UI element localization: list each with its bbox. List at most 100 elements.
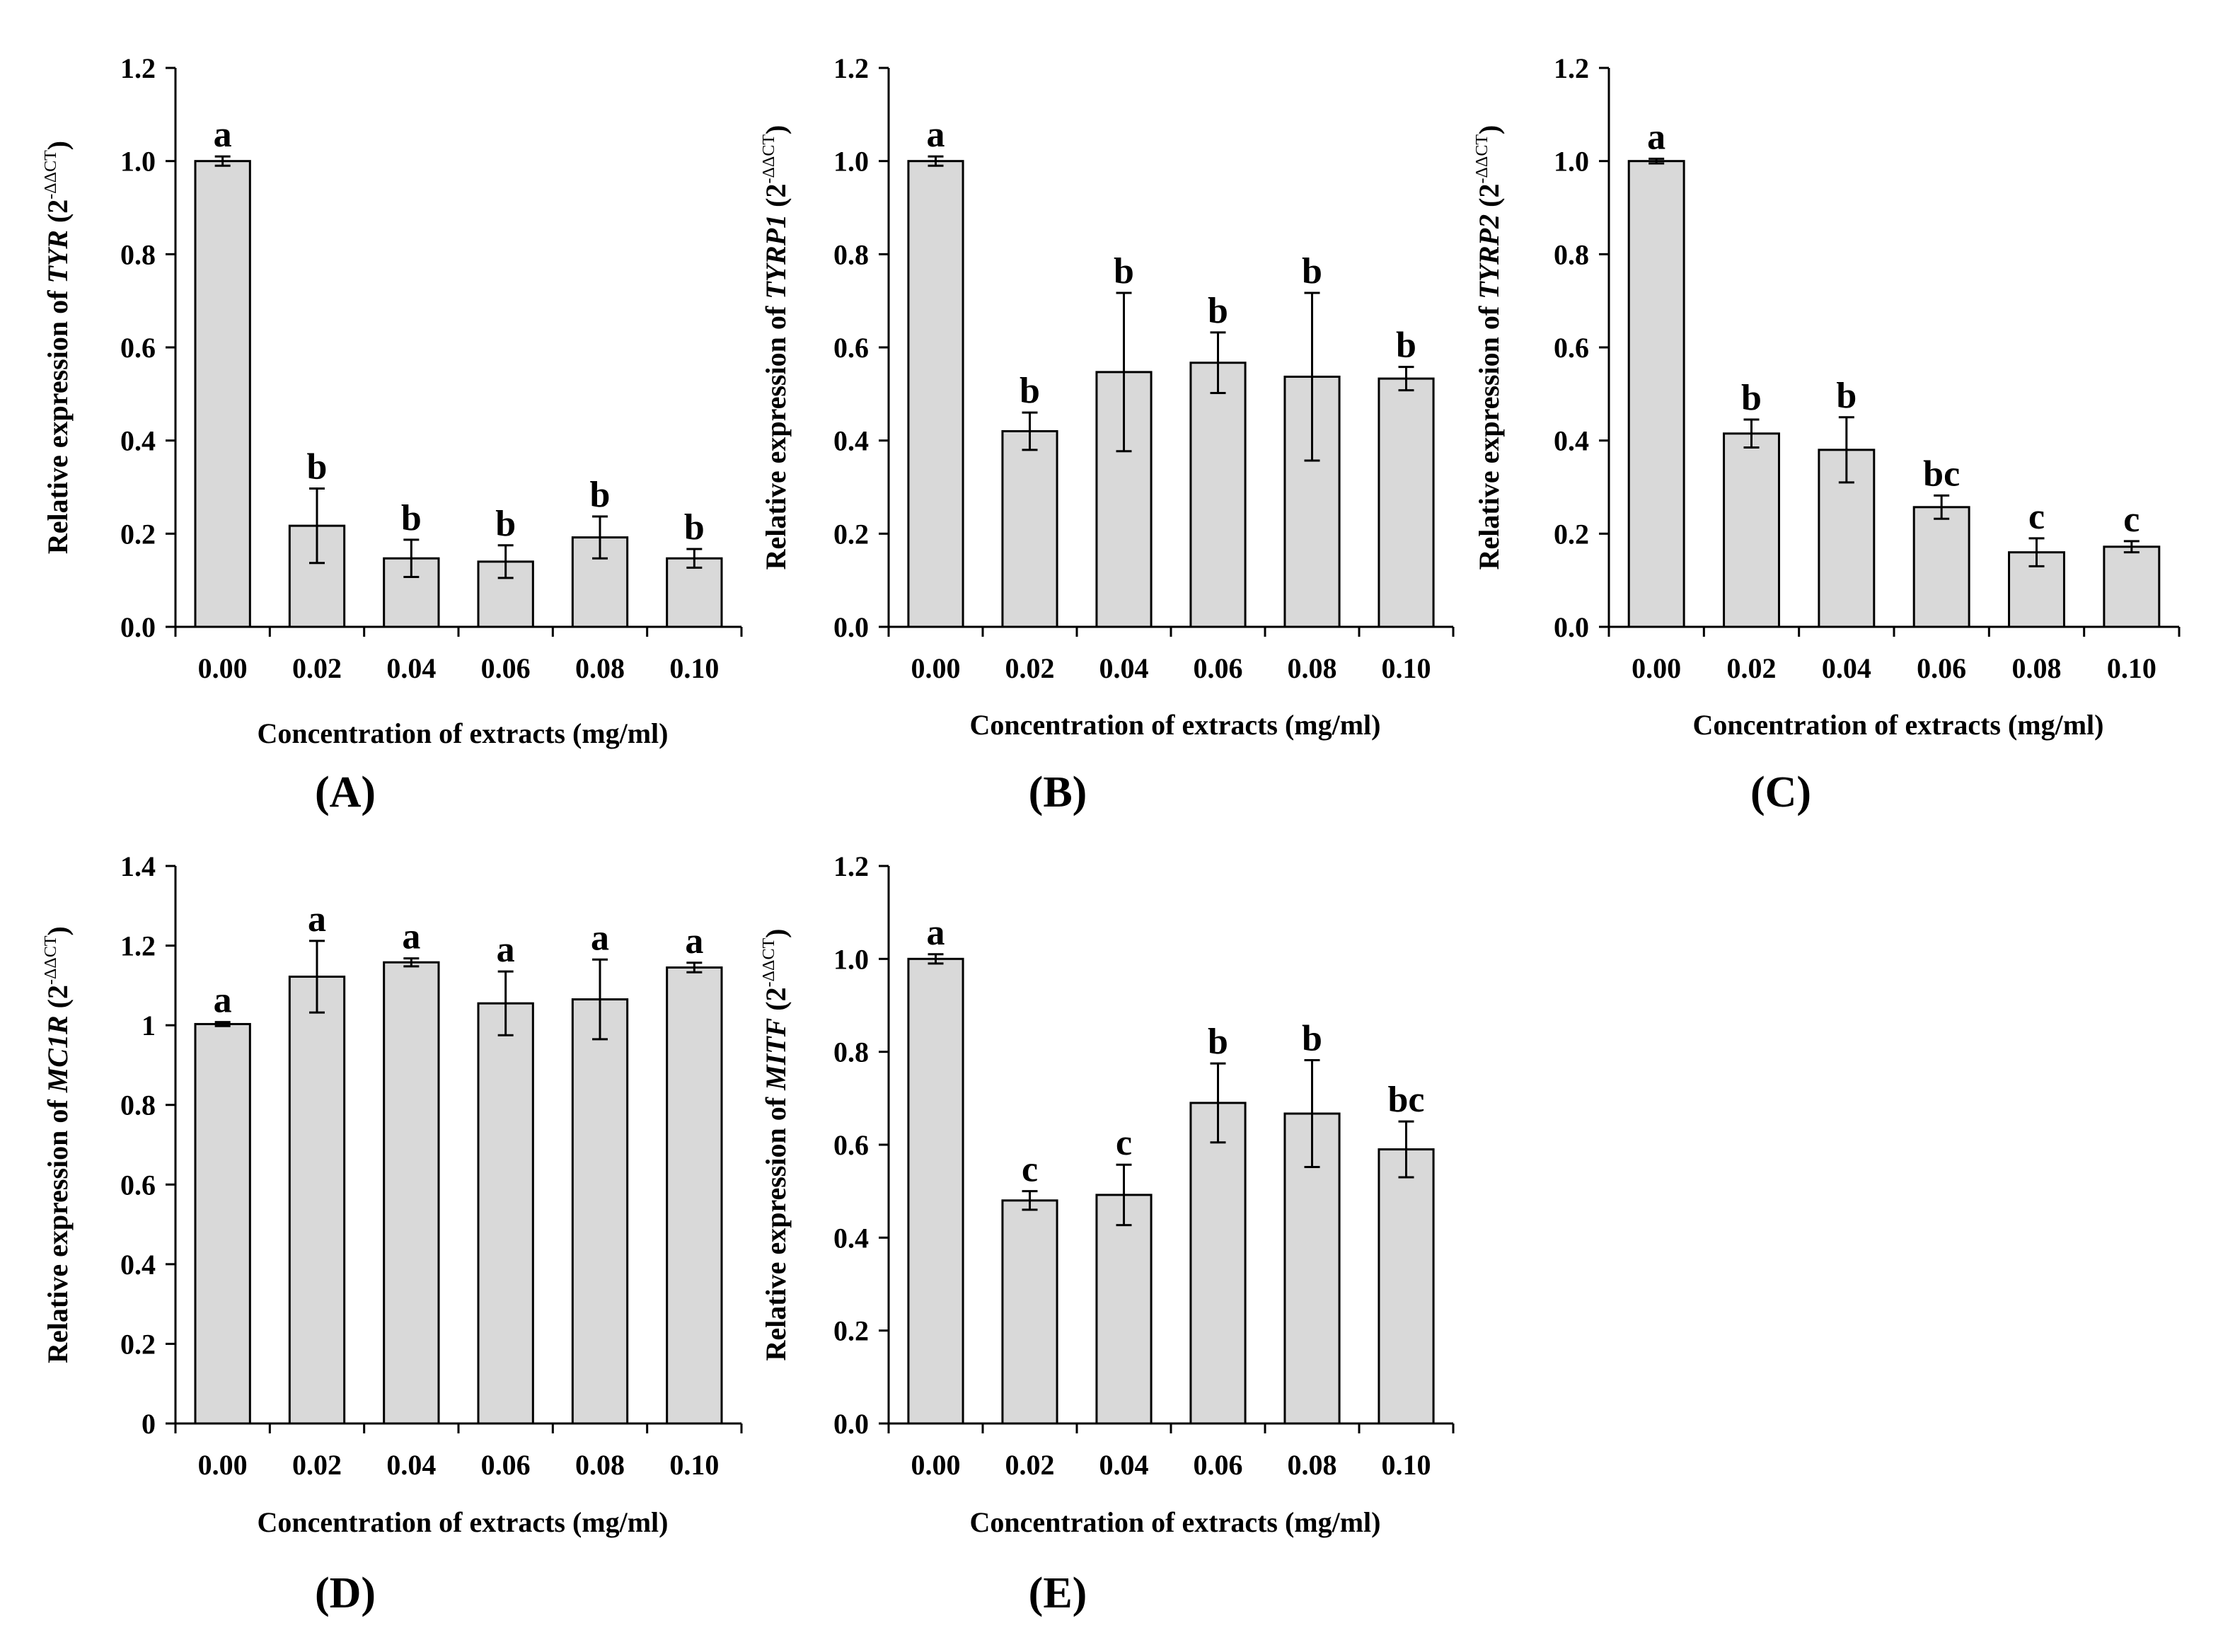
x-tick-label: 0.08 <box>575 652 625 684</box>
y-tick-label: 0.2 <box>1554 518 1589 550</box>
y-axis-label-superscript: -ΔΔCT <box>1473 134 1491 184</box>
y-tick-label: 0.6 <box>833 332 869 364</box>
bar-0.00 <box>194 160 251 628</box>
significance-letter: c <box>2028 497 2045 537</box>
y-tick-label: 0.0 <box>1554 611 1589 643</box>
bar-0.00 <box>1627 160 1685 628</box>
x-tick-label: 0.04 <box>386 1449 436 1481</box>
x-tick-label: 0.02 <box>1005 1449 1055 1481</box>
x-tick-label: 0.10 <box>1382 652 1431 684</box>
significance-letter: b <box>590 475 611 515</box>
x-tick-label: 0.02 <box>1005 652 1055 684</box>
y-tick-label: 0.8 <box>833 1036 869 1068</box>
y-axis-label-superscript: -ΔΔCT <box>760 938 778 988</box>
significance-letter: b <box>495 504 516 544</box>
y-tick-label: 1.4 <box>120 850 156 882</box>
panel-label: (D) <box>315 1569 376 1617</box>
significance-letter: a <box>497 930 515 970</box>
x-tick-label: 0.00 <box>911 1449 961 1481</box>
y-tick-label: 0.4 <box>1554 425 1589 457</box>
x-tick-label: 0.00 <box>198 652 248 684</box>
x-tick-label: 0.06 <box>481 652 531 684</box>
significance-letter: b <box>1396 325 1416 366</box>
x-tick-label: 0.02 <box>292 1449 342 1481</box>
y-axis-label-close: ) <box>42 926 74 935</box>
x-tick-label: 0.04 <box>1099 1449 1149 1481</box>
y-tick-label: 1.0 <box>120 146 156 178</box>
significance-letter: b <box>307 446 328 487</box>
x-axis-label: Concentration of extracts (mg/ml) <box>1693 709 2104 741</box>
significance-letter: a <box>591 918 609 958</box>
chart-panel-a: 0.0 0.2 0.4 0.6 0.8 1.0 1.2 a 0.00 b 0.02 b 0.04 b 0.0… <box>42 52 743 816</box>
bar-0.10 <box>2103 545 2161 628</box>
significance-letter: a <box>927 913 945 953</box>
y-axis-label-gene: TYRP2 <box>1473 214 1505 299</box>
x-tick-label: 0.06 <box>481 1449 531 1481</box>
bar-0.04 <box>383 961 440 1425</box>
y-axis-label: Relative expression of TYRP2 (2-ΔΔCT) <box>1473 125 1505 570</box>
y-tick-label: 0.6 <box>833 1129 869 1161</box>
significance-letter: b <box>1741 378 1762 418</box>
bar-0.04 <box>1095 1194 1153 1425</box>
y-tick-label: 0.8 <box>120 1090 156 1121</box>
y-axis-label-suffix: (2 <box>760 987 792 1017</box>
y-tick-label: 0.4 <box>833 425 869 457</box>
x-tick-label: 0.06 <box>1194 1449 1243 1481</box>
significance-letter: b <box>684 507 705 548</box>
y-tick-label: 0.6 <box>120 1169 156 1201</box>
x-tick-label: 0.06 <box>1194 652 1243 684</box>
y-tick-label: 0.8 <box>120 238 156 270</box>
y-axis-label-prefix: Relative expression of <box>760 299 792 570</box>
x-tick-label: 0.00 <box>911 652 961 684</box>
y-axis-label-suffix: (2 <box>42 985 74 1015</box>
significance-letter: c <box>2123 499 2140 540</box>
significance-letter: a <box>214 981 232 1021</box>
y-tick-label: 0.8 <box>1554 238 1589 270</box>
x-tick-label: 0.04 <box>1099 652 1149 684</box>
y-tick-label: 0.0 <box>833 611 869 643</box>
significance-letter: a <box>214 115 232 155</box>
y-tick-label: 1.2 <box>120 52 156 84</box>
chart-panel-c: 0.0 0.2 0.4 0.6 0.8 1.0 1.2 a 0.00 b 0.02 b 0.04 bc 0.… <box>1473 52 2181 816</box>
y-axis-label: Relative expression of TYR (2-ΔΔCT) <box>42 141 74 554</box>
bar-0.06 <box>1189 1102 1247 1425</box>
y-tick-label: 0.4 <box>120 425 156 457</box>
significance-letter: b <box>401 498 422 538</box>
bar-0.06 <box>1189 362 1247 628</box>
significance-letter: b <box>1114 251 1134 291</box>
y-tick-label: 0.6 <box>120 332 156 364</box>
y-axis-label-gene: TYRP1 <box>760 214 792 299</box>
x-tick-label: 0.06 <box>1917 652 1966 684</box>
y-axis-label-suffix: (2 <box>760 184 792 214</box>
x-tick-label: 0.00 <box>198 1449 248 1481</box>
panel-label: (C) <box>1750 768 1811 816</box>
bar-0.10 <box>666 966 723 1425</box>
y-tick-label: 1.2 <box>1554 52 1589 84</box>
chart-panel-e: 0.0 0.2 0.4 0.6 0.8 1.0 1.2 a 0.00 c 0.02 c 0.04 b 0.0… <box>760 850 1455 1617</box>
x-tick-label: 0.02 <box>1727 652 1777 684</box>
y-axis-label-prefix: Relative expression of <box>42 1092 74 1363</box>
significance-letter: c <box>1116 1123 1132 1163</box>
x-axis-label: Concentration of extracts (mg/ml) <box>258 1506 669 1538</box>
bar-0.02 <box>288 975 346 1425</box>
y-axis-label-prefix: Relative expression of <box>1473 299 1505 570</box>
y-axis-label-prefix: Relative expression of <box>760 1090 792 1361</box>
y-axis-label: Relative expression of MITF (2-ΔΔCT) <box>760 929 792 1361</box>
y-axis-label-close: ) <box>1473 125 1505 134</box>
bar-0.10 <box>1378 1148 1435 1425</box>
y-tick-label: 0.0 <box>833 1408 869 1440</box>
x-axis-label: Concentration of extracts (mg/ml) <box>258 717 669 749</box>
chart-panel-b: 0.0 0.2 0.4 0.6 0.8 1.0 1.2 a 0.00 b 0.02 b 0.04 b 0.0… <box>760 52 1455 816</box>
y-axis-label: Relative expression of MC1R (2-ΔΔCT) <box>42 926 74 1363</box>
y-tick-label: 1 <box>142 1010 156 1041</box>
bar-0.10 <box>1378 377 1435 628</box>
x-tick-label: 0.02 <box>292 652 342 684</box>
y-tick-label: 1.2 <box>833 52 869 84</box>
significance-letter: c <box>1022 1150 1038 1190</box>
significance-letter: bc <box>1923 454 1960 494</box>
x-tick-label: 0.04 <box>1822 652 1871 684</box>
bar-0.00 <box>907 160 964 628</box>
significance-letter: a <box>402 917 420 957</box>
y-axis-label-suffix: (2 <box>1473 184 1505 214</box>
